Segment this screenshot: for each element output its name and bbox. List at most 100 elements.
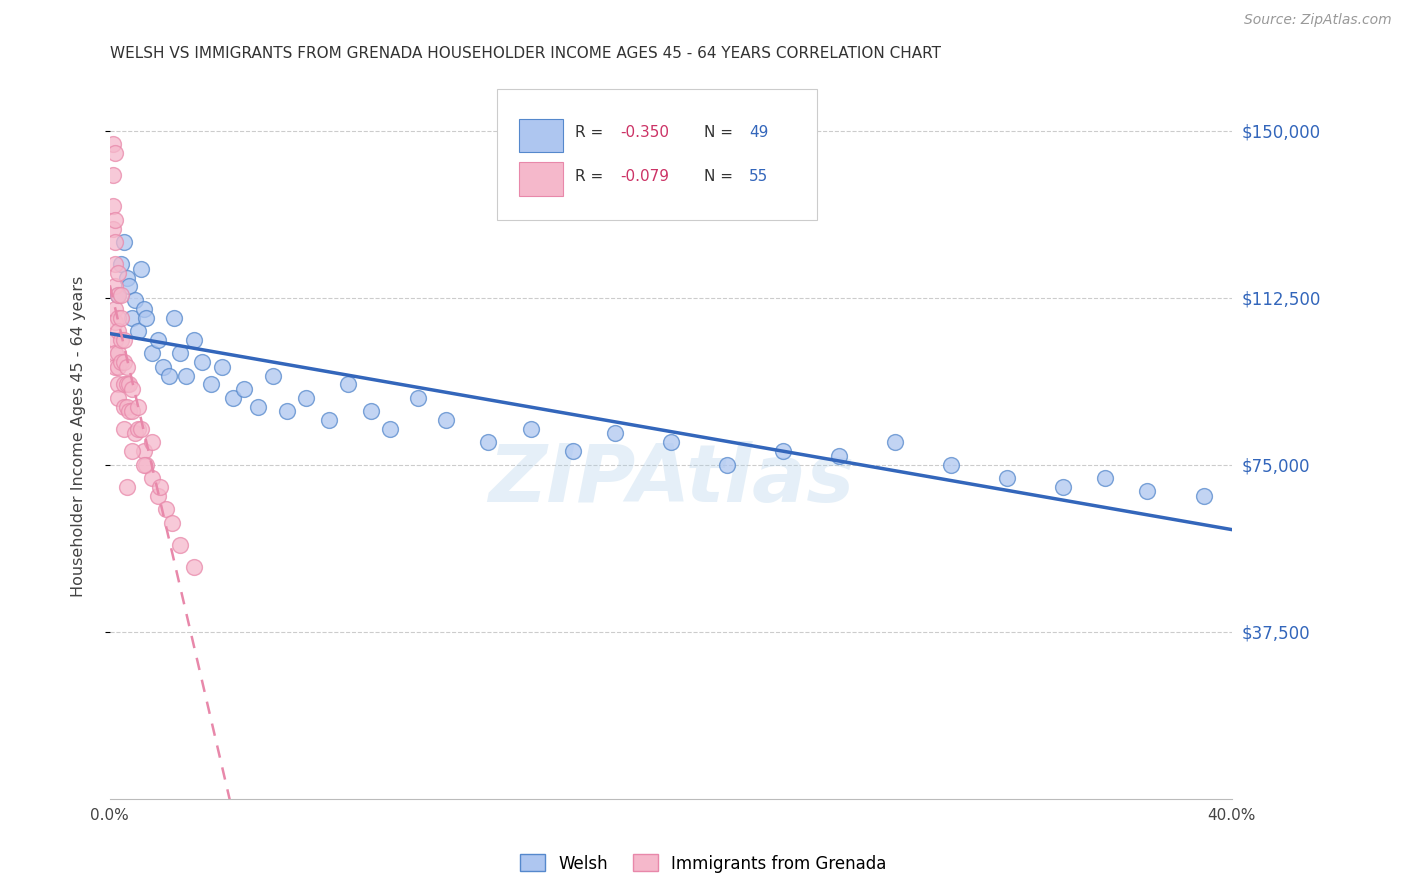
Point — [174, 368, 197, 383]
Point — [118, 377, 141, 392]
Point — [141, 471, 163, 485]
Point — [112, 355, 135, 369]
Point — [135, 458, 157, 472]
Point — [115, 480, 138, 494]
Point — [152, 359, 174, 374]
Point — [941, 458, 963, 472]
Text: N =: N = — [704, 125, 738, 140]
Point — [519, 422, 541, 436]
Point — [561, 444, 583, 458]
Point — [233, 382, 256, 396]
Point — [247, 400, 270, 414]
Point — [107, 346, 129, 360]
Legend: Welsh, Immigrants from Grenada: Welsh, Immigrants from Grenada — [513, 847, 893, 880]
Point — [146, 489, 169, 503]
Point — [115, 270, 138, 285]
Point — [104, 346, 127, 360]
Point — [101, 221, 124, 235]
Point — [104, 235, 127, 249]
Point — [104, 212, 127, 227]
Point — [183, 560, 205, 574]
Point — [169, 538, 191, 552]
Point — [121, 382, 143, 396]
Point — [107, 359, 129, 374]
Point — [132, 458, 155, 472]
Point — [127, 324, 149, 338]
Point — [107, 310, 129, 325]
Point — [828, 449, 851, 463]
Point — [104, 333, 127, 347]
Point — [110, 257, 132, 271]
Point — [141, 346, 163, 360]
Point — [141, 435, 163, 450]
Point — [995, 471, 1018, 485]
Point — [222, 391, 245, 405]
Point — [149, 480, 172, 494]
Point — [295, 391, 318, 405]
Point — [163, 310, 186, 325]
Point — [1136, 484, 1159, 499]
Point — [124, 293, 146, 307]
Point — [101, 168, 124, 182]
Point — [112, 400, 135, 414]
FancyBboxPatch shape — [496, 89, 817, 219]
Text: -0.350: -0.350 — [620, 125, 669, 140]
Point — [101, 136, 124, 151]
Point — [104, 301, 127, 316]
Point — [104, 257, 127, 271]
Point — [104, 145, 127, 160]
Point — [129, 261, 152, 276]
Point — [107, 324, 129, 338]
Point — [124, 426, 146, 441]
Point — [337, 377, 360, 392]
Point — [434, 413, 457, 427]
Point — [112, 235, 135, 249]
Point — [104, 315, 127, 329]
FancyBboxPatch shape — [519, 119, 562, 153]
Point — [380, 422, 402, 436]
Text: Source: ZipAtlas.com: Source: ZipAtlas.com — [1244, 13, 1392, 28]
FancyBboxPatch shape — [519, 162, 562, 195]
Point — [107, 391, 129, 405]
Point — [110, 333, 132, 347]
Point — [1052, 480, 1074, 494]
Text: R =: R = — [575, 169, 609, 184]
Text: R =: R = — [575, 125, 609, 140]
Point — [200, 377, 222, 392]
Point — [132, 301, 155, 316]
Point — [132, 444, 155, 458]
Point — [127, 422, 149, 436]
Point — [101, 199, 124, 213]
Point — [211, 359, 233, 374]
Point — [160, 516, 183, 530]
Point — [146, 333, 169, 347]
Point — [1094, 471, 1116, 485]
Point — [477, 435, 499, 450]
Point — [110, 310, 132, 325]
Text: 49: 49 — [749, 125, 769, 140]
Point — [169, 346, 191, 360]
Text: WELSH VS IMMIGRANTS FROM GRENADA HOUSEHOLDER INCOME AGES 45 - 64 YEARS CORRELATI: WELSH VS IMMIGRANTS FROM GRENADA HOUSEHO… — [110, 46, 941, 62]
Point — [262, 368, 284, 383]
Point — [104, 279, 127, 293]
Point — [603, 426, 626, 441]
Point — [360, 404, 382, 418]
Point — [716, 458, 738, 472]
Point — [115, 377, 138, 392]
Point — [104, 359, 127, 374]
Point — [107, 266, 129, 280]
Text: ZIPAtlas: ZIPAtlas — [488, 442, 853, 519]
Point — [127, 400, 149, 414]
Point — [112, 377, 135, 392]
Point — [112, 422, 135, 436]
Point — [183, 333, 205, 347]
Point — [191, 355, 214, 369]
Point — [110, 355, 132, 369]
Point — [408, 391, 430, 405]
Point — [115, 359, 138, 374]
Y-axis label: Householder Income Ages 45 - 64 years: Householder Income Ages 45 - 64 years — [72, 277, 86, 598]
Point — [118, 279, 141, 293]
Point — [121, 444, 143, 458]
Point — [121, 310, 143, 325]
Point — [276, 404, 298, 418]
